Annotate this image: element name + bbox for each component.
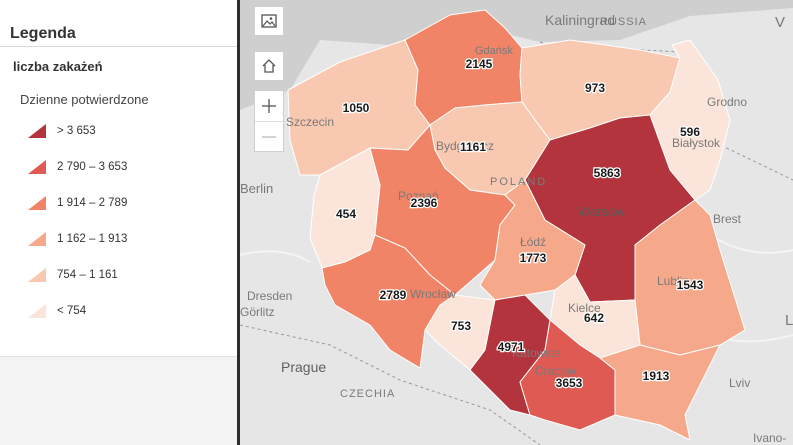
- country-label: POLAND: [490, 176, 547, 188]
- legend-label: 754 – 1 161: [57, 269, 118, 281]
- country-label: RUSSIA: [600, 16, 647, 28]
- zoom-controls: [254, 90, 284, 152]
- place-label: L: [785, 312, 793, 329]
- image-icon: [261, 14, 277, 28]
- place-label: Poznań: [398, 189, 439, 203]
- river: [240, 250, 311, 263]
- basemap-gallery-button[interactable]: [254, 6, 284, 36]
- home-icon: [262, 59, 276, 73]
- place-label: Grodno: [707, 95, 747, 109]
- place-label: Łódź: [520, 235, 546, 249]
- value-label-pomorskie: 2145: [466, 57, 493, 71]
- place-label: Gdańsk: [475, 45, 513, 57]
- value-label-podkarpackie: 1913: [643, 369, 670, 383]
- place-label: Kielce: [568, 301, 601, 315]
- region-podkarpackie[interactable]: [598, 344, 721, 441]
- place-label: Ivano-: [753, 431, 786, 445]
- value-label-malopolskie: 3653: [556, 376, 583, 390]
- value-label-lubelskie: 1543: [677, 278, 704, 292]
- panel-divider[interactable]: [237, 0, 240, 445]
- legend-card: Legenda liczba zakażeń Dzienne potwierdz…: [0, 0, 237, 357]
- place-label: Görlitz: [240, 305, 275, 319]
- zoom-in-button[interactable]: [255, 91, 283, 121]
- map-view[interactable]: Kaliningrad RUSSIA Gdańsk Szczecin Bydgo…: [240, 0, 793, 445]
- legend-label: > 3 653: [57, 125, 96, 137]
- place-label: Lviv: [729, 376, 750, 390]
- value-label-zachodniopomorskie: 1050: [343, 101, 370, 115]
- layer-name: liczba zakażeń: [13, 59, 103, 74]
- value-label-dolnoslaskie: 2789: [380, 288, 407, 302]
- field-name: Dzienne potwierdzone: [20, 92, 149, 107]
- place-label: Katowice: [512, 346, 561, 360]
- border: [240, 324, 541, 445]
- place-label: Berlin: [240, 181, 273, 196]
- place-label: Szczecin: [286, 115, 334, 129]
- value-label-kujawsko-pomorskie: 1161: [460, 140, 486, 154]
- legend-label: 2 790 – 3 653: [57, 161, 128, 173]
- place-label: Brest: [713, 212, 742, 226]
- legend-swatch: [28, 232, 46, 246]
- legend-divider: [0, 46, 237, 47]
- home-button[interactable]: [254, 51, 284, 81]
- baltic-sea: [240, 0, 793, 110]
- legend-swatch: [28, 124, 46, 138]
- place-label: Wrocław: [410, 287, 456, 301]
- legend-title: Legenda: [10, 25, 76, 42]
- place-label: Dresden: [247, 289, 292, 303]
- value-label-lodzkie: 1773: [520, 251, 547, 265]
- value-label-podlaskie: 596: [680, 125, 700, 139]
- place-label: Lublin: [657, 274, 689, 288]
- value-label-wielkopolskie: 2396: [411, 196, 438, 210]
- legend-swatch: [28, 268, 46, 282]
- value-label-mazowieckie: 5863: [594, 166, 621, 180]
- place-label: Bydgoszcz: [436, 139, 494, 153]
- minus-icon: [262, 136, 276, 138]
- legend-swatch: [28, 160, 46, 174]
- legend-swatch: [28, 196, 46, 210]
- value-label-opolskie: 753: [451, 319, 471, 333]
- legend-swatch: [28, 304, 46, 318]
- legend-label: < 754: [57, 305, 87, 317]
- place-label: Cracow: [535, 364, 576, 378]
- place-label: Białystok: [672, 136, 721, 150]
- place-label: Prague: [281, 359, 326, 375]
- value-label-slaskie: 4971: [498, 340, 525, 354]
- country-label: CZECHIA: [340, 388, 395, 400]
- value-label-warminsko-mazurskie: 973: [585, 81, 605, 95]
- place-label: Kaliningrad: [545, 12, 615, 28]
- legend-label: 1 914 – 2 789: [57, 197, 128, 209]
- place-label: V: [775, 14, 785, 31]
- region-podlaskie[interactable]: [649, 39, 731, 201]
- legend-label: 1 162 – 1 913: [57, 233, 128, 245]
- legend-panel: Legenda liczba zakażeń Dzienne potwierdz…: [0, 0, 237, 445]
- place-label: Warsaw: [578, 204, 625, 219]
- map-canvas: Kaliningrad RUSSIA Gdańsk Szczecin Bydgo…: [240, 0, 793, 445]
- plus-icon: [262, 99, 276, 113]
- value-label-lubuskie: 454: [336, 207, 356, 221]
- zoom-out-button[interactable]: [255, 121, 283, 152]
- value-label-swietokrzyskie: 642: [584, 311, 604, 325]
